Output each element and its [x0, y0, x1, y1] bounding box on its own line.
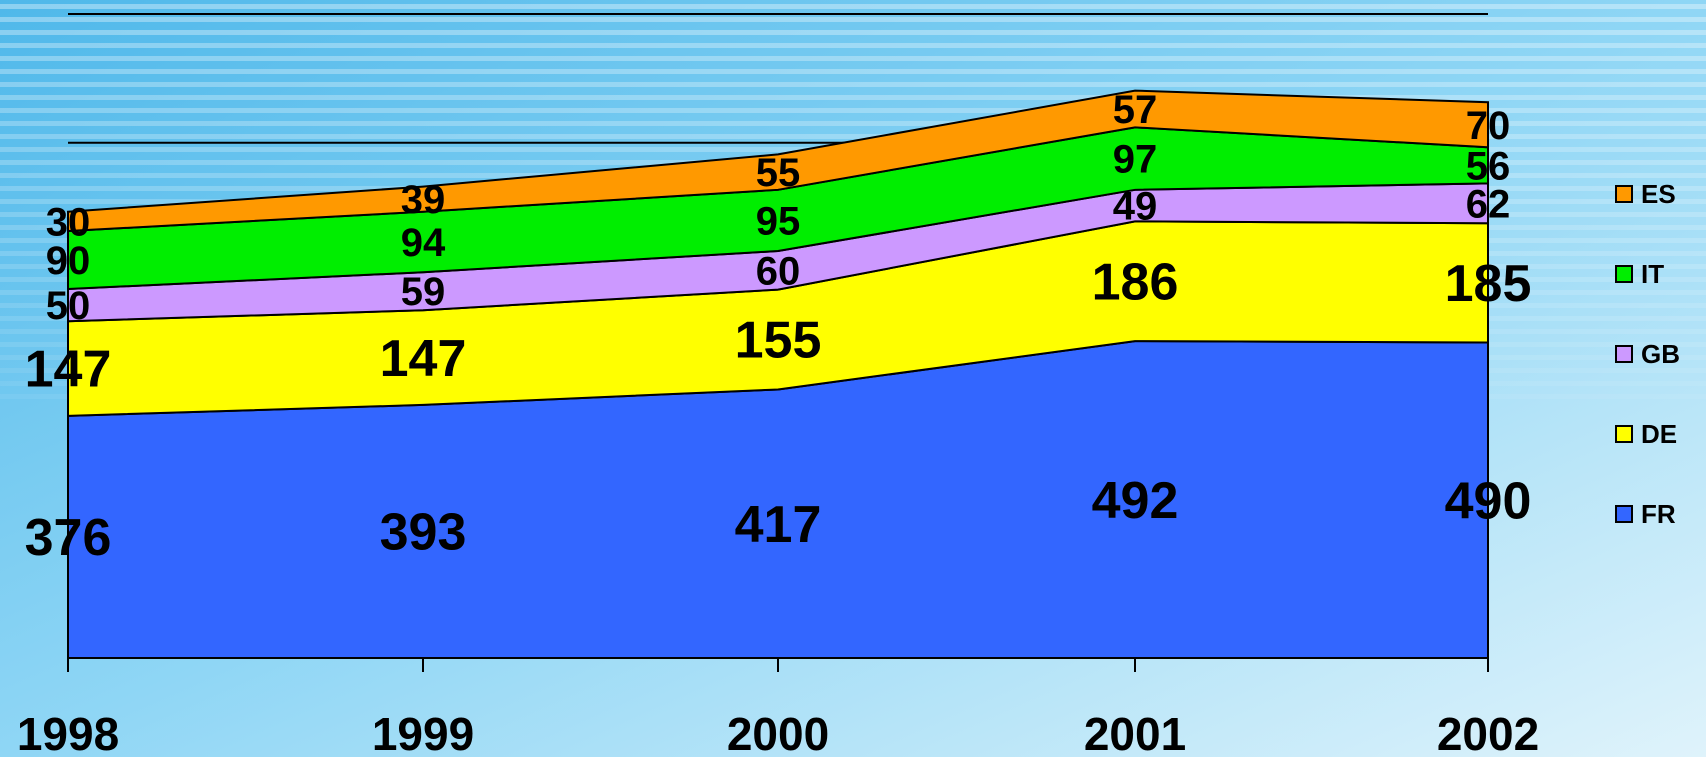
- data-label-de: 147: [380, 330, 467, 388]
- legend-swatch: [1615, 345, 1633, 363]
- data-label-it: 90: [46, 239, 91, 283]
- background-stripe: [0, 17, 1706, 22]
- area-es: [67, 89, 1489, 233]
- data-label-gb: 49: [1113, 185, 1158, 229]
- legend-label: GB: [1641, 338, 1680, 369]
- legend-item-es: ES: [1615, 179, 1680, 209]
- data-label-it: 95: [756, 199, 801, 243]
- legend-item-de: DE: [1615, 419, 1680, 449]
- x-tick-label: 2000: [727, 708, 829, 757]
- data-label-fr: 393: [380, 504, 467, 562]
- background-stripe: [0, 30, 1706, 35]
- background-stripe: [0, 4, 1706, 9]
- data-label-es: 30: [46, 200, 91, 244]
- data-label-es: 39: [401, 178, 446, 222]
- legend-item-it: IT: [1615, 259, 1680, 289]
- background-stripe: [0, 69, 1706, 74]
- data-label-es: 57: [1113, 88, 1158, 132]
- legend-item-fr: FR: [1615, 499, 1680, 529]
- data-label-de: 185: [1445, 255, 1532, 313]
- data-label-gb: 59: [401, 270, 446, 314]
- data-label-es: 55: [756, 151, 801, 195]
- data-label-it: 97: [1113, 138, 1158, 182]
- legend: ES IT GB DE FR: [1615, 179, 1680, 582]
- legend-label: FR: [1641, 498, 1676, 529]
- background-stripe: [0, 43, 1706, 48]
- background-stripe: [0, 56, 1706, 61]
- legend-swatch: [1615, 265, 1633, 283]
- x-tick-label: 2002: [1437, 708, 1539, 757]
- background-stripe: [0, 108, 1706, 113]
- x-tick-label: 1998: [17, 708, 119, 757]
- data-label-fr: 492: [1092, 472, 1179, 530]
- background-stripe: [0, 82, 1706, 87]
- background-stripe: [0, 121, 1706, 126]
- data-label-it: 56: [1466, 144, 1511, 188]
- data-label-es: 70: [1466, 104, 1511, 148]
- legend-label: ES: [1641, 178, 1676, 209]
- legend-label: IT: [1641, 258, 1665, 289]
- x-tick-label: 2001: [1084, 708, 1186, 757]
- data-label-fr: 490: [1445, 472, 1532, 530]
- legend-swatch: [1615, 505, 1633, 523]
- x-tick-label: 1999: [372, 708, 474, 757]
- data-label-de: 155: [735, 312, 822, 370]
- data-label-fr: 417: [735, 496, 822, 554]
- data-label-gb: 62: [1466, 182, 1511, 226]
- data-label-de: 186: [1092, 253, 1179, 311]
- data-label-gb: 60: [756, 249, 801, 293]
- data-label-it: 94: [401, 221, 446, 265]
- data-label-de: 147: [25, 341, 112, 399]
- data-label-gb: 50: [46, 284, 91, 328]
- legend-item-gb: GB: [1615, 339, 1680, 369]
- legend-label: DE: [1641, 418, 1678, 449]
- data-label-fr: 376: [25, 509, 112, 567]
- legend-swatch: [1615, 185, 1633, 203]
- background-stripe: [0, 95, 1706, 100]
- legend-swatch: [1615, 425, 1633, 443]
- background-stripe: [0, 134, 1706, 139]
